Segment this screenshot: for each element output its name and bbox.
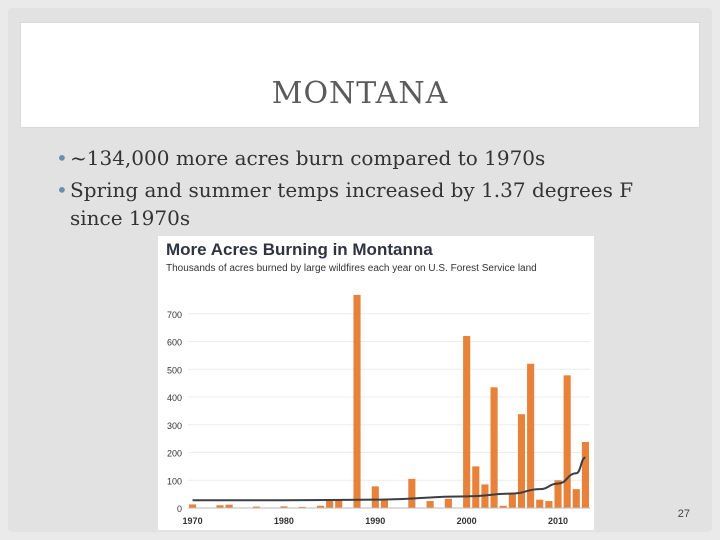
bar-1985: [326, 500, 334, 508]
y-tick-label: 400: [167, 393, 182, 403]
bar-1990: [371, 486, 379, 508]
y-tick-label: 300: [167, 421, 182, 431]
bar-1973: [216, 505, 224, 508]
bar-2013: [581, 441, 589, 508]
y-tick-label: 200: [167, 449, 182, 459]
bar-1980: [280, 506, 288, 508]
bar-2001: [472, 466, 480, 508]
y-tick-label: 100: [167, 476, 182, 486]
y-tick-label: 0: [177, 504, 182, 514]
axis-layer: 0 100 200 300 400 500 600 700 1970 1980 1990 2000 20…: [167, 310, 590, 526]
bullet-text: ~134,000 more acres burn compared to 197…: [70, 146, 546, 170]
y-tick-label: 500: [167, 365, 182, 375]
bar-1984: [316, 505, 325, 508]
slide-title: MONTANA: [271, 76, 449, 111]
chart-svg: More Acres Burning in Montanna Thousands…: [166, 240, 590, 526]
bar-1996: [426, 501, 434, 508]
chart-subtitle: Thousands of acres burned by large wildf…: [166, 263, 537, 274]
bullet-item: • ~134,000 more acres burn compared to 1…: [56, 144, 676, 172]
bar-1991: [380, 500, 388, 508]
grid-layer: [188, 313, 590, 481]
bar-1977: [252, 506, 261, 508]
trend-line: [192, 456, 586, 502]
bar-2005: [508, 492, 516, 508]
bar-1982: [298, 506, 306, 508]
bar-2000: [463, 335, 471, 508]
bar-1988: [353, 294, 361, 508]
bar-1986: [335, 500, 343, 508]
y-tick-label: 600: [167, 338, 182, 348]
wildfire-chart: More Acres Burning in Montanna Thousands…: [158, 236, 594, 530]
chart-title: More Acres Burning in Montanna: [166, 240, 433, 259]
x-tick-label: 2000: [457, 516, 477, 526]
bar-2010: [554, 480, 562, 508]
x-tick-label: 1990: [365, 516, 385, 526]
bullet-item: • Spring and summer temps increased by 1…: [56, 176, 676, 232]
bar-1994: [408, 478, 416, 508]
slide-number: 27: [677, 508, 690, 520]
bar-2008: [536, 499, 544, 508]
trend-layer: [192, 456, 586, 502]
bar-2007: [527, 363, 535, 508]
bars-layer: [189, 294, 589, 508]
x-tick-label: 2010: [548, 516, 568, 526]
bar-1970: [189, 504, 197, 508]
bar-2006: [517, 414, 526, 508]
bullet-dot-icon: •: [56, 178, 68, 202]
bullet-text: Spring and summer temps increased by 1.3…: [70, 178, 634, 230]
bar-2009: [545, 501, 553, 508]
bar-2003: [490, 387, 498, 508]
bar-1974: [225, 504, 233, 508]
title-box: MONTANA: [20, 22, 700, 128]
bullet-dot-icon: •: [56, 146, 68, 170]
bar-2011: [563, 375, 571, 508]
y-tick-label: 700: [167, 310, 182, 320]
bar-1998: [444, 498, 452, 508]
bar-2012: [572, 489, 580, 508]
bar-2004: [499, 505, 507, 508]
x-tick-label: 1970: [183, 516, 203, 526]
x-tick-label: 1980: [274, 516, 294, 526]
bullet-list: • ~134,000 more acres burn compared to 1…: [56, 144, 676, 236]
